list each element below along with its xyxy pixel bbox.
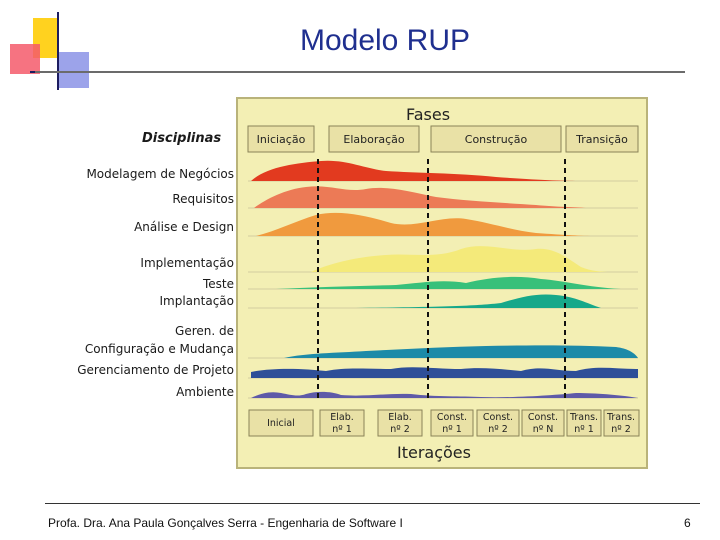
phase-box-construction bbox=[430, 125, 562, 153]
footer-divider bbox=[45, 503, 700, 504]
iterations-heading: Iterações bbox=[397, 443, 471, 462]
iteration-box-const-n bbox=[521, 409, 565, 437]
iteration-box-trans-1 bbox=[566, 409, 602, 437]
iteration-label-elab-1-b: nº 1 bbox=[332, 424, 352, 435]
iteration-label-const-1-a: Const. bbox=[437, 412, 467, 423]
iteration-label-elab-2-b: nº 2 bbox=[390, 424, 410, 435]
red-square bbox=[10, 44, 40, 74]
iteration-box-trans-2 bbox=[603, 409, 640, 437]
iteration-label-const-n-b: nº N bbox=[533, 424, 554, 435]
iteration-box-initial bbox=[248, 409, 314, 437]
phase-label-inception: Iniciação bbox=[257, 133, 306, 146]
workflow-business-modeling bbox=[251, 160, 581, 181]
workflow-analysis-design bbox=[256, 212, 596, 236]
discipline-label-config-2: Configuração e Mudança bbox=[84, 342, 234, 356]
footer-text: Profa. Dra. Ana Paula Gonçalves Serra - … bbox=[48, 516, 403, 530]
discipline-label-implementation: Implementação bbox=[140, 256, 234, 270]
page-number: 6 bbox=[684, 516, 691, 530]
phase-boxes: Iniciação Elaboração Construção Transiçã… bbox=[247, 125, 639, 153]
iteration-label-const-1-b: nº 1 bbox=[442, 424, 462, 435]
discipline-label-config-1: Geren. de bbox=[175, 324, 234, 338]
workflow-test bbox=[276, 276, 621, 289]
milestone-lines bbox=[317, 159, 566, 402]
discipline-label-business-modeling: Modelagem de Negócios bbox=[86, 167, 234, 181]
discipline-label-project-management: Gerenciamento de Projeto bbox=[77, 363, 234, 377]
iteration-label-trans-1-a: Trans. bbox=[569, 412, 598, 423]
iteration-label-const-n-a: Const. bbox=[528, 412, 558, 423]
iteration-box-elab-2 bbox=[377, 409, 423, 437]
iteration-label-const-2-b: nº 2 bbox=[488, 424, 508, 435]
iteration-label-elab-1-a: Elab. bbox=[330, 412, 354, 423]
iteration-label-elab-2-a: Elab. bbox=[388, 412, 412, 423]
phases-heading: Fases bbox=[406, 105, 450, 124]
iteration-label-trans-2-b: nº 2 bbox=[611, 424, 631, 435]
workflow-config-change bbox=[284, 345, 638, 358]
iteration-boxes: Inicial Elab. nº 1 Elab. nº 2 Const. nº … bbox=[248, 409, 640, 437]
phase-label-construction: Construção bbox=[465, 133, 528, 146]
discipline-label-deployment: Implantação bbox=[159, 294, 235, 308]
phase-label-elaboration: Elaboração bbox=[343, 133, 405, 146]
discipline-label-requirements: Requisitos bbox=[172, 192, 234, 206]
discipline-label-environment: Ambiente bbox=[176, 385, 234, 399]
workflow-deployment bbox=[356, 294, 601, 308]
slide-title: Modelo RUP bbox=[299, 24, 471, 57]
phase-label-transition: Transição bbox=[575, 133, 628, 146]
iteration-label-const-2-a: Const. bbox=[483, 412, 513, 423]
workflow-environment bbox=[251, 391, 638, 398]
title-underline bbox=[35, 71, 685, 73]
discipline-label-test: Teste bbox=[202, 277, 234, 291]
corner-decoration bbox=[0, 0, 100, 100]
phase-box-inception bbox=[247, 125, 315, 153]
iteration-label-trans-2-a: Trans. bbox=[606, 412, 635, 423]
phase-box-elaboration bbox=[328, 125, 420, 153]
workflow-requirements bbox=[254, 186, 586, 208]
iteration-box-const-2 bbox=[476, 409, 520, 437]
vertical-line bbox=[57, 12, 59, 90]
disciplines-heading: Disciplinas bbox=[142, 131, 222, 146]
workflow-project-management bbox=[251, 367, 638, 378]
blue-square bbox=[57, 52, 89, 88]
iteration-box-const-1 bbox=[430, 409, 474, 437]
phase-box-transition bbox=[565, 125, 639, 153]
discipline-label-analysis-design: Análise e Design bbox=[134, 220, 234, 234]
rup-figure: Fases Iniciação Elaboração Construção Tr… bbox=[236, 97, 648, 469]
iteration-box-elab-1 bbox=[319, 409, 365, 437]
discipline-workflows bbox=[248, 160, 638, 399]
iteration-label-initial: Inicial bbox=[267, 418, 295, 429]
iteration-label-trans-1-b: nº 1 bbox=[574, 424, 594, 435]
workflow-implementation bbox=[311, 246, 611, 272]
